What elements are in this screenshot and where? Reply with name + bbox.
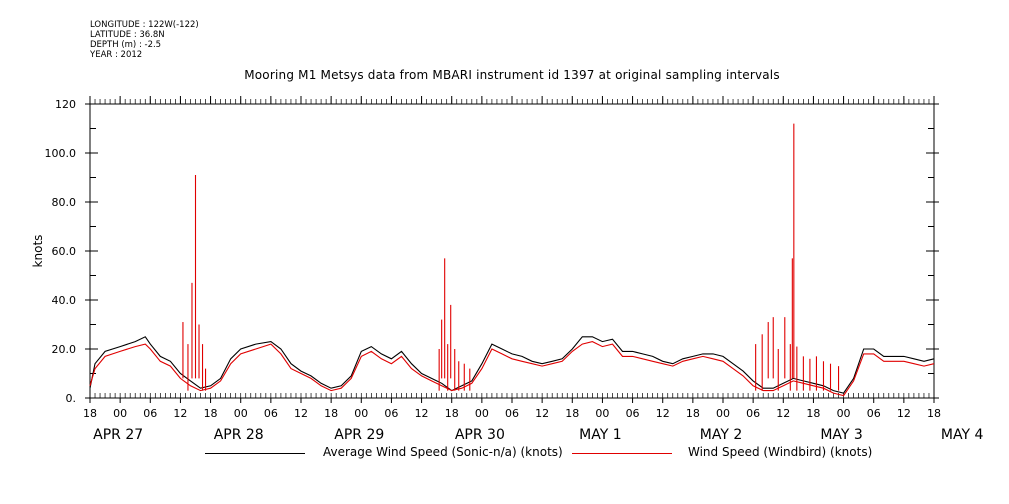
x-hour-label: 12 bbox=[173, 407, 187, 420]
x-day-label: APR 30 bbox=[455, 427, 505, 443]
x-hour-label: 06 bbox=[505, 407, 519, 420]
x-day-label: APR 28 bbox=[214, 427, 264, 443]
x-day-label: MAY 1 bbox=[579, 427, 621, 443]
chart-title: Mooring M1 Metsys data from MBARI instru… bbox=[244, 68, 780, 82]
x-hour-label: 00 bbox=[716, 407, 730, 420]
x-hour-label: 00 bbox=[354, 407, 368, 420]
x-hour-label: 12 bbox=[294, 407, 308, 420]
x-hour-label: 00 bbox=[113, 407, 127, 420]
meta-longitude: LONGITUDE : 122W(-122) bbox=[90, 20, 199, 30]
legend-red-line bbox=[572, 453, 672, 454]
x-hour-label: 06 bbox=[867, 407, 881, 420]
x-day-label: MAY 2 bbox=[700, 427, 742, 443]
meta-year: YEAR : 2012 bbox=[90, 50, 143, 60]
y-tick-label: 60.0 bbox=[52, 245, 77, 258]
series-windbird-line bbox=[89, 341, 935, 397]
legend-black-line bbox=[205, 453, 305, 454]
series-average-wind-line bbox=[89, 336, 935, 394]
y-tick-label: 20.0 bbox=[52, 343, 77, 356]
legend-black-label: Average Wind Speed (Sonic-n/a) (knots) bbox=[323, 445, 563, 459]
x-hour-label: 00 bbox=[475, 407, 489, 420]
x-hour-label: 18 bbox=[565, 407, 579, 420]
x-hour-label: 00 bbox=[234, 407, 248, 420]
y-tick-label: 80.0 bbox=[52, 196, 77, 209]
x-hour-label: 18 bbox=[324, 407, 338, 420]
x-hour-label: 06 bbox=[384, 407, 398, 420]
y-tick-label: 0. bbox=[66, 392, 77, 405]
x-day-label: APR 29 bbox=[334, 427, 384, 443]
y-tick-label: 40.0 bbox=[52, 294, 77, 307]
x-hour-label: 06 bbox=[746, 407, 760, 420]
meta-depth: DEPTH (m) : -2.5 bbox=[90, 40, 162, 50]
x-hour-label: 18 bbox=[204, 407, 218, 420]
x-hour-label: 12 bbox=[535, 407, 549, 420]
x-hour-label: 06 bbox=[143, 407, 157, 420]
x-day-label: MAY 4 bbox=[941, 427, 984, 443]
y-tick-label: 100.0 bbox=[45, 147, 77, 160]
y-tick-label: 120 bbox=[55, 98, 76, 111]
x-day-label: MAY 3 bbox=[820, 427, 862, 443]
legend-red-label: Wind Speed (Windbird) (knots) bbox=[688, 445, 873, 459]
x-hour-label: 18 bbox=[686, 407, 700, 420]
x-hour-label: 18 bbox=[445, 407, 459, 420]
x-hour-label: 12 bbox=[656, 407, 670, 420]
y-axis-label: knots bbox=[31, 235, 45, 268]
x-day-label: APR 27 bbox=[93, 427, 143, 443]
x-hour-label: 06 bbox=[626, 407, 640, 420]
x-hour-label: 12 bbox=[776, 407, 790, 420]
x-hour-label: 12 bbox=[897, 407, 911, 420]
x-hour-label: 18 bbox=[927, 407, 941, 420]
meta-latitude: LATITUDE : 36.8N bbox=[90, 30, 165, 40]
metadata-block: LONGITUDE : 122W(-122) LATITUDE : 36.8N … bbox=[90, 20, 199, 60]
x-hour-label: 00 bbox=[595, 407, 609, 420]
x-hour-label: 06 bbox=[264, 407, 278, 420]
x-hour-label: 12 bbox=[415, 407, 429, 420]
x-hour-label: 18 bbox=[806, 407, 820, 420]
x-hour-label: 00 bbox=[837, 407, 851, 420]
x-hour-label: 18 bbox=[83, 407, 97, 420]
